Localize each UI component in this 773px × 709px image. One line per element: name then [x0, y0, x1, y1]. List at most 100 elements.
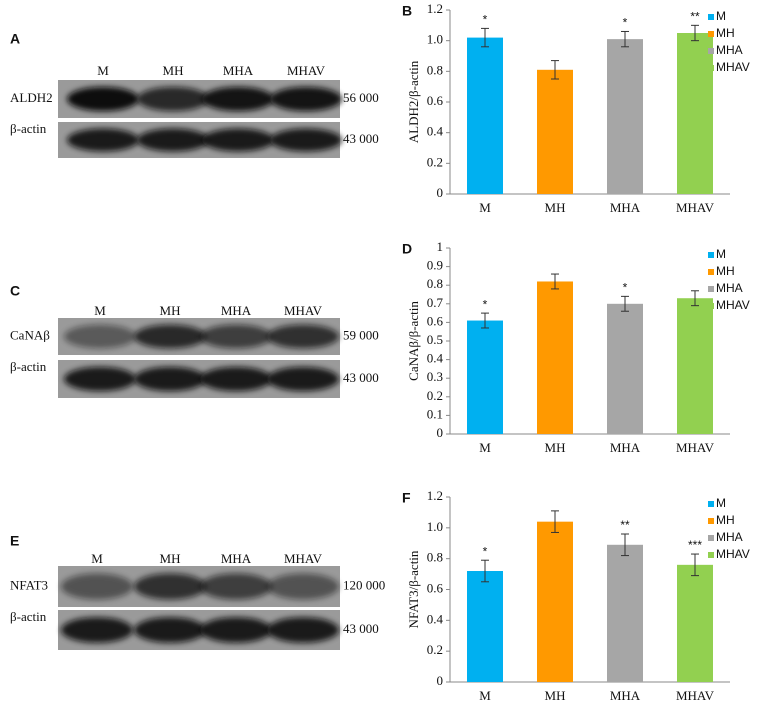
lane-label: MH	[160, 303, 181, 318]
significance-label: *	[483, 544, 488, 558]
legend-label: M	[716, 247, 726, 261]
y-tick-label: 0.5	[427, 332, 443, 347]
legend-swatch	[708, 518, 714, 524]
y-tick-label: 0.4	[427, 124, 444, 139]
y-tick-label: 1.2	[427, 488, 443, 503]
lane-label: MHAV	[284, 551, 323, 566]
legend-swatch	[708, 535, 714, 541]
error-bar	[691, 24, 699, 42]
blot-band	[134, 573, 206, 600]
legend-label: MHA	[716, 530, 743, 544]
y-tick-label: 0.4	[427, 351, 444, 366]
y-tick-label: 0	[437, 673, 444, 688]
significance-label: *	[623, 16, 628, 30]
mw-label: 59 000	[343, 327, 379, 342]
x-tick-label: MH	[545, 688, 566, 703]
significance-label: ***	[688, 538, 702, 552]
mw-label: 56 000	[343, 90, 379, 105]
bar	[467, 37, 503, 194]
legend-label: MHA	[716, 281, 743, 295]
mw-label: 43 000	[343, 131, 379, 146]
error-bar	[481, 27, 489, 48]
blot-band	[134, 366, 206, 392]
error-bar	[691, 553, 699, 577]
y-axis-label: ALDH2/β-actin	[406, 60, 421, 143]
legend-label: MHAV	[716, 60, 750, 74]
blot-band	[267, 324, 339, 349]
error-bar	[621, 533, 629, 557]
legend-swatch	[708, 14, 714, 20]
lane-label: MHAV	[284, 303, 323, 318]
bar	[537, 521, 573, 682]
lane-label: M	[97, 63, 109, 78]
lane-label: MH	[160, 551, 181, 566]
legend-label: M	[716, 496, 726, 510]
significance-label: **	[620, 518, 630, 532]
x-tick-label: MH	[545, 440, 566, 455]
error-bar	[481, 312, 489, 329]
panel-label: A	[10, 31, 20, 47]
blot-band	[267, 573, 339, 600]
legend-swatch	[708, 286, 714, 292]
bar	[677, 33, 713, 194]
blot-band	[200, 573, 272, 600]
legend-label: M	[716, 9, 726, 23]
x-tick-label: M	[479, 688, 491, 703]
legend-swatch	[708, 31, 714, 37]
blot-band	[270, 128, 342, 152]
significance-label: *	[483, 297, 488, 311]
blot-band	[202, 86, 274, 112]
blot-band	[67, 86, 139, 112]
legend-label: MH	[716, 513, 735, 527]
blot-band	[61, 617, 133, 643]
panel-label: B	[402, 3, 412, 19]
legend-label: MH	[716, 26, 735, 40]
mw-label: 43 000	[343, 621, 379, 636]
lane-label: MHA	[223, 63, 254, 78]
x-tick-label: MHAV	[676, 688, 715, 703]
blot-band	[137, 128, 209, 152]
blot-band	[134, 324, 206, 349]
blot-band	[270, 86, 342, 112]
mw-label: 120 000	[343, 577, 385, 592]
protein-label: β-actin	[10, 359, 47, 374]
bar	[537, 281, 573, 434]
significance-label: *	[623, 281, 628, 295]
blot-band	[200, 366, 272, 392]
x-tick-label: MHA	[610, 440, 641, 455]
error-bar	[551, 510, 559, 533]
lane-label: M	[94, 303, 106, 318]
bar	[607, 39, 643, 195]
y-axis-label: NFAT3/β-actin	[406, 550, 421, 628]
protein-label: β-actin	[10, 121, 47, 136]
lane-label: MHA	[221, 551, 252, 566]
y-tick-label: 0.2	[427, 388, 443, 403]
blot-band	[67, 128, 139, 152]
legend-swatch	[708, 252, 714, 258]
x-tick-label: MH	[545, 200, 566, 215]
protein-label: β-actin	[10, 609, 47, 624]
y-tick-label: 0.2	[427, 642, 443, 657]
error-bar	[481, 559, 489, 583]
blot-band	[64, 324, 136, 349]
panel-label: C	[10, 283, 20, 299]
y-tick-label: 1.0	[427, 32, 443, 47]
lane-label: M	[91, 551, 103, 566]
legend-swatch	[708, 303, 714, 309]
y-tick-label: 0.6	[427, 580, 444, 595]
blot-band	[267, 366, 339, 392]
y-tick-label: 1.2	[427, 1, 443, 16]
x-tick-label: M	[479, 440, 491, 455]
y-tick-label: 0	[437, 185, 444, 200]
y-axis-label: CaNAβ/β-actin	[406, 301, 421, 381]
panel-label: D	[402, 241, 412, 257]
lane-label: MHA	[221, 303, 252, 318]
protein-label: NFAT3	[10, 577, 48, 592]
y-tick-label: 0.7	[427, 295, 444, 310]
blot-band	[134, 617, 206, 643]
mw-label: 43 000	[343, 370, 379, 385]
x-tick-label: M	[479, 200, 491, 215]
y-tick-label: 1.0	[427, 519, 443, 534]
error-bar	[551, 60, 559, 80]
error-bar	[551, 273, 559, 290]
